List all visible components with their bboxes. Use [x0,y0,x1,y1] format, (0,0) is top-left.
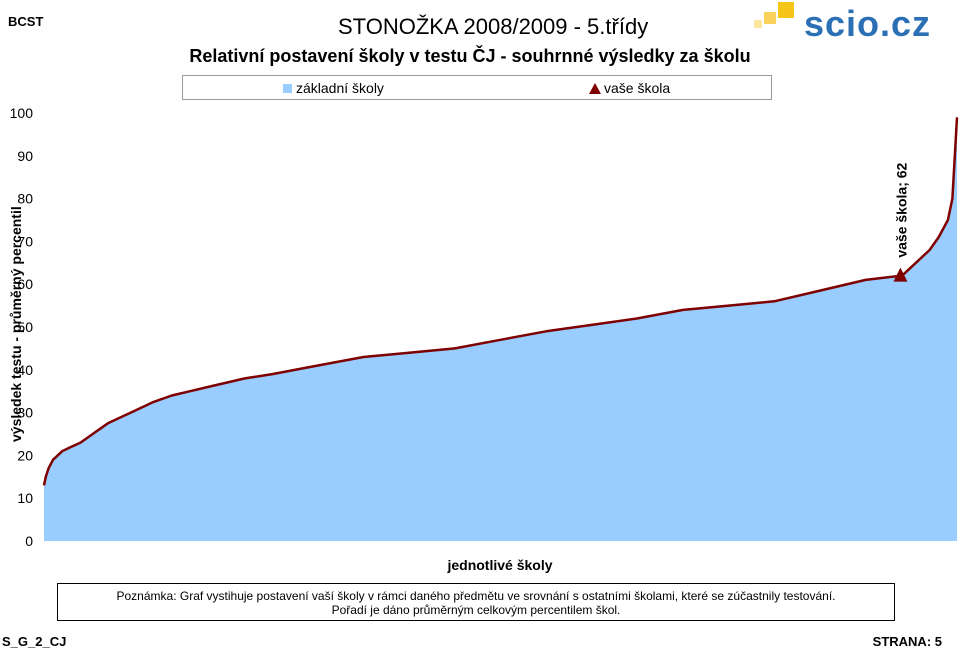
logo-text: scio.cz [804,3,931,44]
footer-code: S_G_2_CJ [2,634,67,649]
y-tick-label: 80 [17,191,33,207]
x-axis-label: jednotlivé školy [447,557,553,573]
y-tick-label: 30 [17,405,33,421]
document-title: STONOŽKA 2008/2009 - 5.třídy [338,14,649,39]
footer-page-number: STRANA: 5 [872,634,942,649]
chart-title: Relativní postavení školy v testu ČJ - s… [189,46,751,66]
y-tick-label: 100 [10,105,34,121]
legend-triangle-icon [589,82,601,94]
note-line-1: Poznámka: Graf vystihuje postavení vaší … [116,589,836,603]
y-tick-label: 20 [17,447,33,463]
chart-legend: základní školy vaše škola [182,75,772,100]
legend-swatch-icon [283,83,292,93]
corner-label: BCST [8,14,44,29]
logo-squares-icon [754,2,794,28]
y-tick-label: 70 [17,233,33,249]
schools-area [44,117,957,542]
y-tick-label: 10 [17,490,33,506]
y-tick-label: 60 [17,276,33,292]
your-school-marker [893,267,908,282]
your-school-label: vaše škola; 62 [893,162,909,257]
scio-logo: scio.cz [754,2,931,44]
percentile-chart: 0 10 20 30 40 50 60 70 80 90 100 vaše škola; 62 [10,105,959,549]
schools-line [42,117,959,486]
y-tick-label: 0 [25,533,33,549]
legend-item-schools: základní školy [283,80,384,96]
note-box: Poznámka: Graf vystihuje postavení vaší … [57,583,895,621]
legend-label-your-school: vaše škola [604,80,671,96]
legend-label-schools: základní školy [296,80,384,96]
y-tick-labels: 0 10 20 30 40 50 60 70 80 90 100 [10,105,34,549]
note-line-2: Pořadí je dáno průměrným celkovým percen… [331,603,621,617]
y-tick-label: 90 [17,148,33,164]
y-tick-label: 40 [17,362,33,378]
legend-item-your-school: vaše škola [589,80,670,96]
y-tick-label: 50 [17,319,33,335]
